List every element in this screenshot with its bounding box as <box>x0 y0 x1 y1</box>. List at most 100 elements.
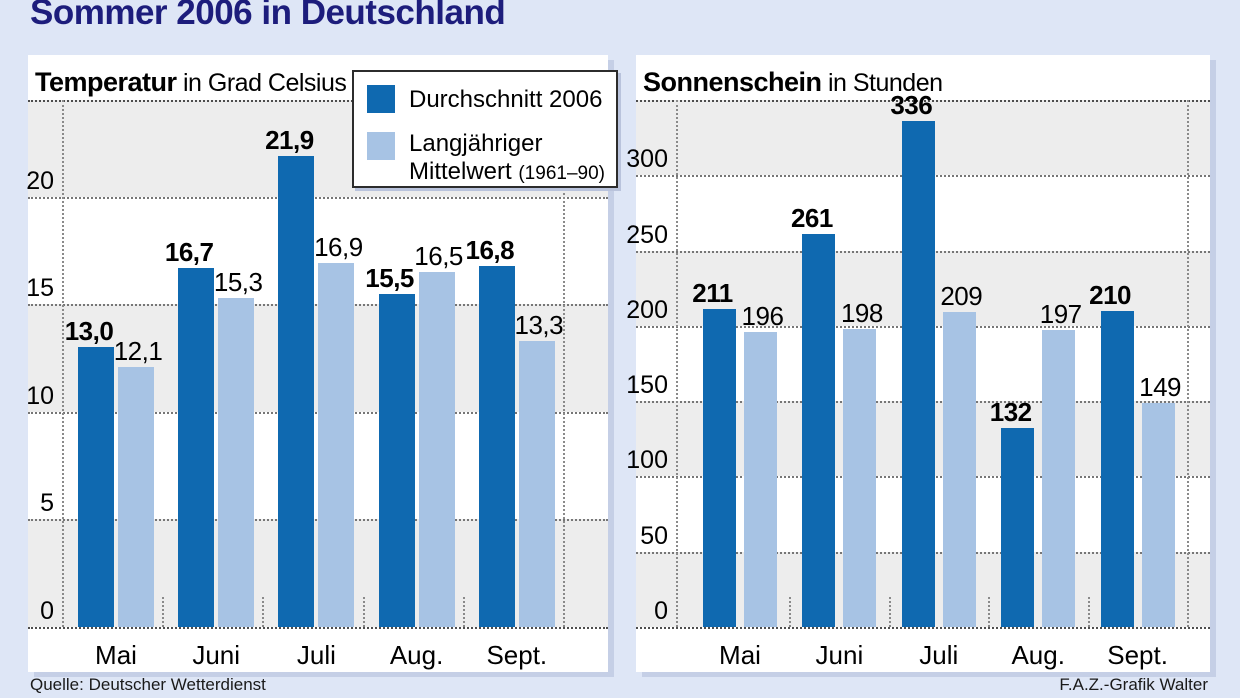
month-label: Sept. <box>1107 640 1168 670</box>
legend: Durchschnitt 2006 Langjähriger Mittelwer… <box>352 70 618 188</box>
plot-right-border <box>563 100 565 627</box>
month-label: Mai <box>719 640 761 670</box>
legend-label-mittelwert: Langjähriger Mittelwert (1961–90) <box>409 130 605 188</box>
bar-durchschnitt-Mai <box>703 309 736 627</box>
y-axis-label: 0 <box>40 597 54 625</box>
bar-mittelwert-Juli <box>318 263 355 627</box>
bar-mittelwert-Mai <box>118 366 154 627</box>
y-axis-label: 20 <box>26 166 54 195</box>
group-separator <box>1087 597 1090 627</box>
gridline <box>636 627 1210 629</box>
bar-mittelwert-Sept. <box>1141 402 1175 627</box>
group-separator <box>462 597 465 627</box>
y-axis-label: 100 <box>626 446 668 475</box>
value-label-mittelwert: 196 <box>741 300 784 331</box>
value-label-mittelwert: 16,5 <box>414 241 463 272</box>
sunshine-chart-title-bold: Sonnenschein <box>643 67 822 97</box>
bar-durchschnitt-Juli <box>278 155 315 627</box>
value-label-mittelwert: 15,3 <box>213 266 263 297</box>
credits-row: Quelle: Deutscher Wetterdienst F.A.Z.-Gr… <box>30 675 1208 695</box>
group-separator <box>262 597 265 627</box>
group-separator <box>362 597 365 627</box>
y-axis-label: 0 <box>654 597 668 625</box>
value-label-mittelwert: 12,1 <box>113 335 163 366</box>
value-label-mittelwert: 209 <box>940 281 983 312</box>
y-axis-label: 300 <box>626 145 668 174</box>
value-label-durchschnitt: 336 <box>890 90 933 121</box>
value-label-durchschnitt: 16,7 <box>164 236 214 267</box>
y-axis-line <box>676 100 678 627</box>
value-label-durchschnitt: 21,9 <box>265 124 314 155</box>
temperature-chart-title-unit: in Grad Celsius <box>176 69 347 97</box>
value-label-mittelwert: 197 <box>1039 299 1082 330</box>
group-separator <box>888 597 891 627</box>
bar-durchschnitt-Juni <box>802 234 836 627</box>
value-label-mittelwert: 149 <box>1139 371 1182 402</box>
month-label: Aug. <box>1011 640 1065 670</box>
plot-top-border <box>636 100 1210 102</box>
sunshine-chart-title-unit: in Stunden <box>821 69 943 97</box>
legend-label-durchschnitt: Durchschnitt 2006 <box>409 86 603 113</box>
legend-label-mittelwert-note: (1961–90) <box>518 163 605 184</box>
value-label-mittelwert: 16,9 <box>314 232 363 263</box>
month-label: Aug. <box>389 640 444 670</box>
bar-durchschnitt-Mai <box>78 347 114 627</box>
value-label-durchschnitt: 132 <box>989 397 1032 428</box>
bar-durchschnitt-Sept. <box>1100 310 1134 627</box>
bar-mittelwert-Aug. <box>418 272 455 627</box>
page-title: Sommer 2006 in Deutschland <box>30 0 506 32</box>
bar-mittelwert-Aug. <box>1042 330 1076 627</box>
group-separator <box>988 597 991 627</box>
group-separator <box>162 597 165 627</box>
value-label-durchschnitt: 13,0 <box>64 316 114 347</box>
temperature-chart-title-bold: Temperatur <box>35 67 177 97</box>
y-axis-label: 5 <box>40 489 54 518</box>
legend-label-mittelwert-line1: Langjähriger <box>409 130 543 157</box>
y-axis-line <box>62 100 64 627</box>
month-label: Juli <box>919 640 959 670</box>
group-separator <box>789 597 792 627</box>
y-axis-label: 150 <box>626 371 668 400</box>
value-label-durchschnitt: 15,5 <box>365 262 414 293</box>
month-label: Sept. <box>486 640 548 670</box>
month-label: Juli <box>296 640 336 670</box>
gridline <box>28 304 608 307</box>
gridline <box>28 519 608 522</box>
legend-label-mittelwert-line2: Mittelwert <box>409 158 512 185</box>
value-label-mittelwert: 13,3 <box>514 309 564 340</box>
bar-durchschnitt-Juli <box>901 121 935 627</box>
gridline <box>28 411 608 414</box>
grafik-credit: F.A.Z.-Grafik Walter <box>1059 675 1208 694</box>
bar-mittelwert-Sept. <box>518 340 555 627</box>
bar-durchschnitt-Aug. <box>1001 428 1035 627</box>
bar-durchschnitt-Juni <box>178 267 215 627</box>
legend-swatch-durchschnitt <box>367 85 395 113</box>
y-axis-label: 50 <box>640 521 668 550</box>
temperature-chart-title: Temperatur in Grad Celsius <box>35 67 347 98</box>
plot-top-border <box>28 100 608 102</box>
month-label: Mai <box>95 640 137 670</box>
value-label-durchschnitt: 210 <box>1089 279 1132 310</box>
gridline <box>28 196 608 199</box>
source-credit: Quelle: Deutscher Wetterdienst <box>30 675 266 694</box>
bar-mittelwert-Juni <box>218 297 255 627</box>
value-label-durchschnitt: 261 <box>790 203 833 234</box>
gridline <box>28 627 608 629</box>
value-label-durchschnitt: 16,8 <box>465 234 515 265</box>
plot-right-border <box>1187 100 1189 627</box>
month-label: Juni <box>815 640 864 670</box>
sunshine-chart-title: Sonnenschein in Stunden <box>643 67 943 98</box>
sunshine-chart-panel: Sonnenschein in Stunden 0 50 100 150 200 250 3… <box>626 55 1210 672</box>
legend-swatch-mittelwert <box>367 132 395 160</box>
y-axis-label: 10 <box>26 381 54 410</box>
bar-mittelwert-Juni <box>843 328 877 627</box>
bar-durchschnitt-Aug. <box>378 293 415 627</box>
bar-durchschnitt-Sept. <box>478 265 515 627</box>
y-axis-label: 200 <box>626 295 668 324</box>
value-label-durchschnitt: 211 <box>692 278 733 309</box>
bar-mittelwert-Juli <box>942 312 976 627</box>
value-label-mittelwert: 198 <box>840 297 883 328</box>
sunshine-plot-area: 0 50 100 150 200 250 300 211 196 Mai 261 198 Juni 336… <box>626 92 1210 670</box>
bar-mittelwert-Mai <box>744 331 777 627</box>
